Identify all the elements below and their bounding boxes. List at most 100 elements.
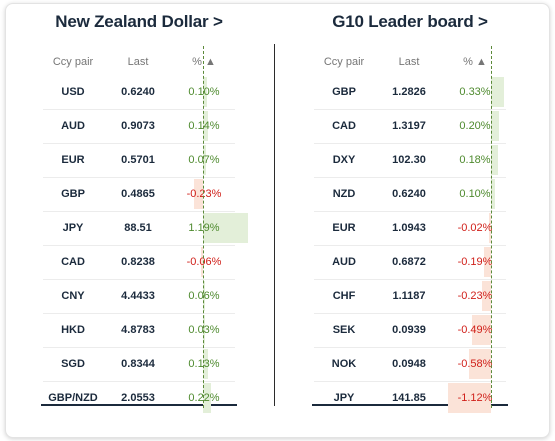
fx-widget-card: New Zealand Dollar > Ccy pair Last % ▲ U… <box>5 3 550 438</box>
percent-change-cell: -0.23% <box>457 290 493 302</box>
change-bar <box>491 179 495 209</box>
table-header: Ccy pair Last % ▲ <box>314 50 506 74</box>
percent-change-cell: 0.33% <box>459 86 491 98</box>
table-row[interactable]: NZD 0.6240 0.10% <box>314 178 506 212</box>
column-header-ccy-pair[interactable]: Ccy pair <box>52 56 94 68</box>
change-bar <box>203 383 212 413</box>
table-row[interactable]: EUR 1.0943 -0.02% <box>314 212 506 246</box>
column-header-percent-sort[interactable]: % ▲ <box>192 56 216 68</box>
table-row[interactable]: SGD 0.8344 0.13% <box>43 348 235 382</box>
percent-change-cell: 0.13% <box>188 358 220 370</box>
table-row[interactable]: HKD 4.8783 0.03% <box>43 314 235 348</box>
percent-change-cell: 0.18% <box>459 154 491 166</box>
change-bar <box>491 145 498 175</box>
column-header-last[interactable]: Last <box>398 56 420 68</box>
g10-panel-title-link[interactable]: G10 Leader board > <box>332 12 488 31</box>
column-header-ccy-pair[interactable]: Ccy pair <box>323 56 365 68</box>
last-price-cell: 0.6872 <box>392 256 426 268</box>
ccy-pair-cell: SGD <box>61 358 85 370</box>
table-row[interactable]: AUD 0.9073 0.14% <box>43 110 235 144</box>
change-bar <box>468 349 491 379</box>
table-row[interactable]: CAD 1.3197 0.20% <box>314 110 506 144</box>
table-row[interactable]: SEK 0.0939 -0.49% <box>314 314 506 348</box>
ccy-pair-cell: HKD <box>61 324 85 336</box>
last-price-cell: 1.0943 <box>392 222 426 234</box>
ccy-pair-cell: NOK <box>331 358 357 370</box>
ccy-pair-cell: JPY <box>333 392 355 404</box>
table-row[interactable]: AUD 0.6872 -0.19% <box>314 246 506 280</box>
ccy-pair-cell: SEK <box>332 324 356 336</box>
percent-change-cell: -1.12% <box>457 392 493 404</box>
ccy-pair-cell: GBP/NZD <box>48 392 98 404</box>
last-price-cell: 1.1187 <box>392 290 426 302</box>
table-row[interactable]: JPY 141.85 -1.12% <box>314 382 506 415</box>
last-price-cell: 1.3197 <box>392 120 426 132</box>
table-row[interactable]: GBP/NZD 2.0553 0.22% <box>43 382 235 415</box>
panel-divider <box>274 44 275 406</box>
table-row[interactable]: JPY 88.51 1.19% <box>43 212 249 246</box>
percent-change-cell: 0.22% <box>188 392 220 404</box>
column-header-last[interactable]: Last <box>127 56 149 68</box>
percent-change-cell: -0.19% <box>457 256 493 268</box>
last-price-cell: 141.85 <box>392 392 426 404</box>
table-row[interactable]: NOK 0.0948 -0.58% <box>314 348 506 382</box>
last-price-cell: 0.6240 <box>392 188 426 200</box>
percent-change-cell: 0.06% <box>188 290 220 302</box>
change-bar <box>491 77 504 107</box>
change-bar <box>200 247 203 277</box>
last-price-cell: 4.8783 <box>121 324 155 336</box>
change-bar <box>489 213 491 243</box>
last-price-cell: 102.30 <box>392 154 426 166</box>
ccy-pair-cell: EUR <box>61 154 85 166</box>
ccy-pair-cell: CNY <box>61 290 85 302</box>
change-bar <box>482 281 491 311</box>
g10-rows: GBP 1.2826 0.33% CAD 1.3197 0.20% DXY 102.30 0.1… <box>314 76 506 415</box>
percent-change-cell: -0.49% <box>457 324 493 336</box>
table-bottom-rule <box>41 404 237 406</box>
table-header: Ccy pair Last % ▲ <box>43 50 235 74</box>
zero-reference-line <box>203 46 204 408</box>
nzd-panel-title-link[interactable]: New Zealand Dollar > <box>55 12 223 31</box>
last-price-cell: 4.4433 <box>121 290 155 302</box>
ccy-pair-cell: EUR <box>332 222 356 234</box>
percent-change-cell: 0.10% <box>459 188 491 200</box>
table-row[interactable]: CNY 4.4433 0.06% <box>43 280 235 314</box>
change-bar <box>472 315 491 345</box>
change-bar <box>203 349 208 379</box>
last-price-cell: 0.9073 <box>121 120 155 132</box>
table-row[interactable]: CAD 0.8238 -0.06% <box>43 246 235 280</box>
table-row[interactable]: DXY 102.30 0.18% <box>314 144 506 178</box>
last-price-cell: 0.5701 <box>121 154 155 166</box>
change-bar <box>203 145 206 175</box>
percent-change-cell: -0.06% <box>186 256 222 268</box>
table-row[interactable]: USD 0.6240 0.10% <box>43 76 235 110</box>
change-bar <box>203 111 209 141</box>
change-bar <box>203 281 206 311</box>
table-row[interactable]: CHF 1.1187 -0.23% <box>314 280 506 314</box>
change-bar <box>448 383 491 413</box>
ccy-pair-cell: CAD <box>332 120 356 132</box>
column-header-percent-sort[interactable]: % ▲ <box>463 56 487 68</box>
last-price-cell: 2.0553 <box>121 392 155 404</box>
table-row[interactable]: GBP 1.2826 0.33% <box>314 76 506 110</box>
last-price-cell: 0.6240 <box>121 86 155 98</box>
last-price-cell: 88.51 <box>124 222 152 234</box>
ccy-pair-cell: CAD <box>61 256 85 268</box>
table-row[interactable]: GBP 0.4865 -0.23% <box>43 178 235 212</box>
ccy-pair-cell: JPY <box>62 222 84 234</box>
ccy-pair-cell: DXY <box>332 154 356 166</box>
ccy-pair-cell: NZD <box>332 188 356 200</box>
last-price-cell: 0.0948 <box>392 358 426 370</box>
table-row[interactable]: EUR 0.5701 0.07% <box>43 144 235 178</box>
percent-change-cell: 1.19% <box>188 222 220 234</box>
percent-change-cell: -0.02% <box>457 222 493 234</box>
ccy-pair-cell: AUD <box>332 256 356 268</box>
change-bar <box>203 213 249 243</box>
ccy-pair-cell: GBP <box>332 86 356 98</box>
change-bar <box>483 247 491 277</box>
nzd-rows: USD 0.6240 0.10% AUD 0.9073 0.14% EUR 0.5701 0.0… <box>43 76 249 415</box>
percent-change-cell: 0.03% <box>188 324 220 336</box>
percent-change-cell: 0.14% <box>188 120 220 132</box>
percent-change-cell: -0.23% <box>186 188 222 200</box>
last-price-cell: 1.2826 <box>392 86 426 98</box>
